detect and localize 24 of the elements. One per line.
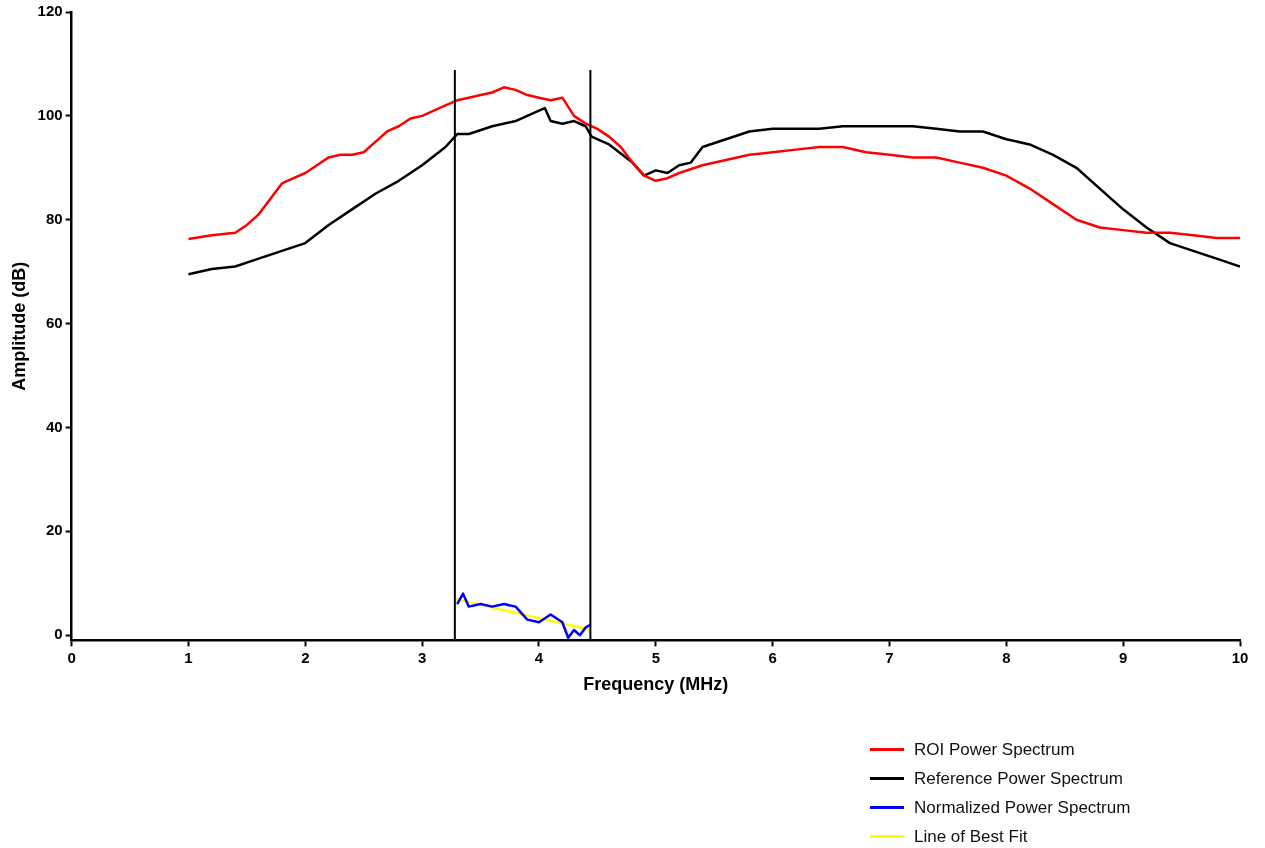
legend-label: Normalized Power Spectrum (914, 797, 1131, 818)
legend-label: Line of Best Fit (914, 826, 1028, 847)
legend-label: ROI Power Spectrum (914, 739, 1075, 760)
x-tick-label: 4 (534, 648, 544, 666)
x-tick-label: 5 (651, 648, 660, 666)
x-tick-label: 1 (184, 648, 193, 666)
x-axis-title: Frequency (MHz) (583, 674, 729, 695)
x-tick-label: 7 (885, 648, 894, 666)
y-tick-label: 120 (37, 2, 63, 20)
x-tick-label: 6 (768, 648, 777, 666)
x-tick-label: 9 (1118, 648, 1128, 666)
x-tick-label: 10 (1231, 648, 1249, 666)
y-tick-label: 60 (45, 313, 63, 331)
x-tick-label: 3 (417, 648, 427, 666)
y-tick-label: 40 (45, 417, 63, 435)
y-tick-label: 80 (45, 209, 63, 227)
legend-label: Reference Power Spectrum (914, 768, 1123, 789)
y-tick-label: 100 (37, 106, 63, 124)
y-tick-label: 0 (54, 625, 63, 643)
y-tick-label: 20 (45, 521, 63, 539)
x-tick-label: 0 (67, 648, 76, 666)
x-tick-label: 8 (1002, 648, 1011, 666)
x-tick-label: 2 (301, 648, 310, 666)
y-axis-title: Amplitude (dB) (8, 261, 29, 391)
